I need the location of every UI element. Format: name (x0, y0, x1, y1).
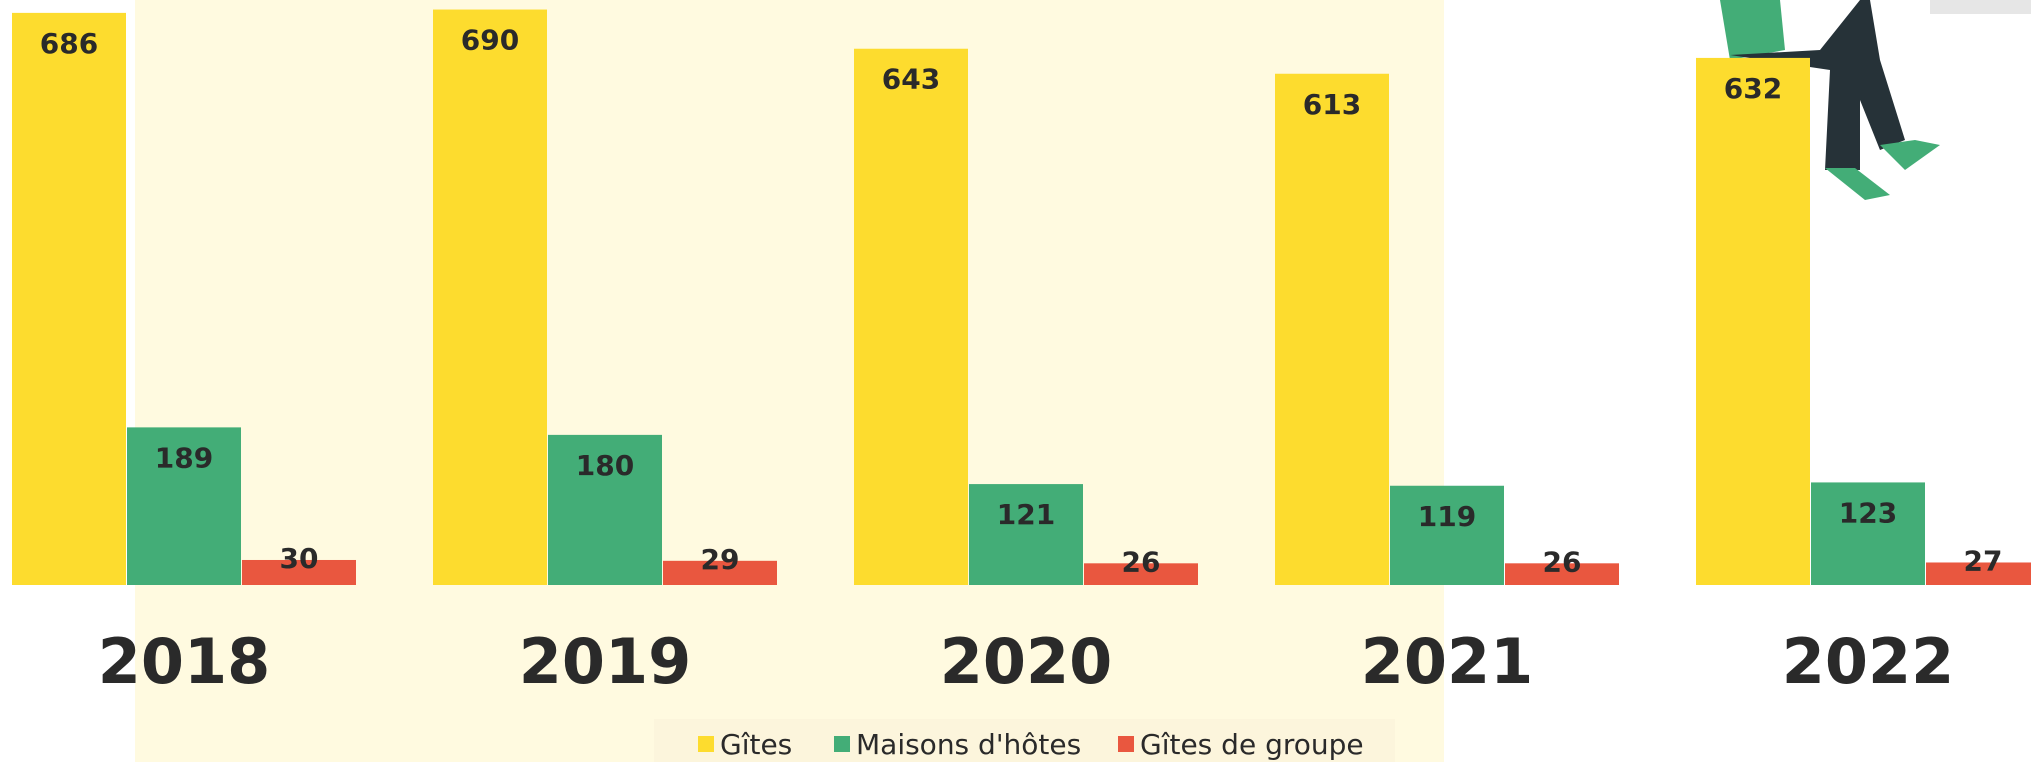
x-tick-label: 2021 (1361, 625, 1534, 698)
value-label: 613 (1303, 88, 1361, 121)
bar (12, 13, 126, 585)
value-label: 30 (280, 542, 319, 575)
value-label: 180 (576, 449, 634, 482)
value-label: 189 (155, 441, 213, 474)
value-label: 643 (882, 63, 940, 96)
legend-swatch (698, 736, 714, 752)
value-label: 632 (1724, 72, 1782, 105)
bar (1696, 58, 1810, 585)
bar (433, 10, 547, 585)
legend-swatch (1118, 736, 1134, 752)
legend-label: Maisons d'hôtes (856, 728, 1081, 761)
value-label: 121 (997, 498, 1055, 531)
x-tick-label: 2020 (940, 625, 1113, 698)
chart: 686 189 30 2018 690 180 29 2019 643 121 26 2020 613 1… (0, 0, 2031, 762)
page: 686 189 30 2018 690 180 29 2019 643 121 26 2020 613 1… (0, 0, 2031, 762)
value-label: 123 (1839, 496, 1897, 529)
x-tick-label: 2018 (98, 625, 271, 698)
legend-label: Gîtes de groupe (1140, 728, 1364, 761)
bar (854, 49, 968, 585)
x-tick-label: 2019 (519, 625, 692, 698)
value-label: 686 (40, 27, 98, 60)
x-tick-label: 2022 (1782, 625, 1955, 698)
legend-swatch (834, 736, 850, 752)
legend-label: Gîtes (720, 728, 792, 761)
value-label: 119 (1418, 500, 1476, 533)
value-label: 29 (701, 543, 740, 576)
value-label: 27 (1964, 544, 2003, 577)
value-label: 26 (1122, 545, 1161, 578)
bar (1275, 74, 1389, 585)
value-label: 690 (461, 24, 519, 57)
highlight-background (135, 0, 1444, 762)
value-label: 26 (1543, 545, 1582, 578)
